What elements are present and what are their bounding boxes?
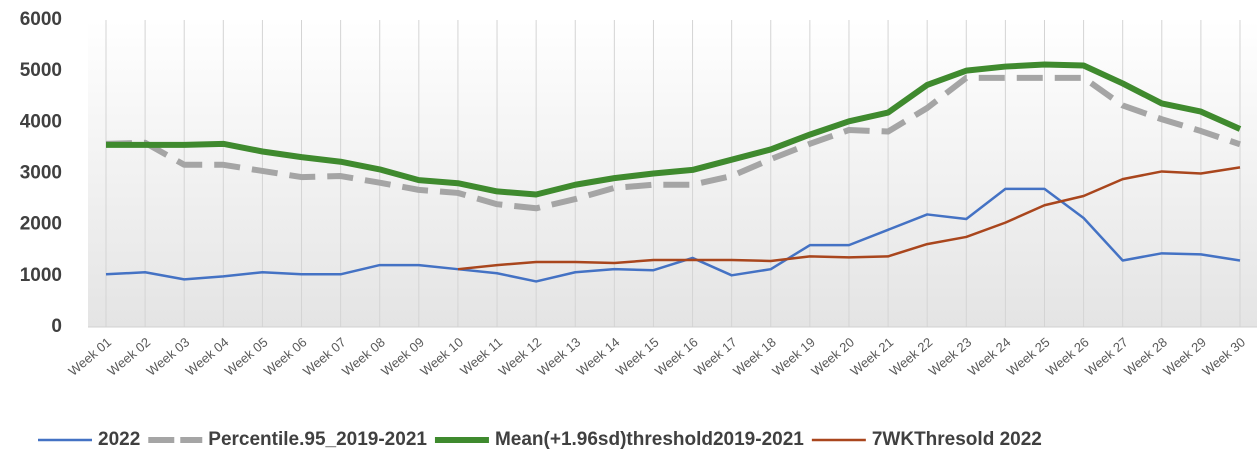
legend-label: Percentile.95_2019-2021	[208, 429, 427, 450]
series-line	[106, 61, 1242, 198]
y-tick-label: 2000	[20, 214, 62, 235]
x-tick-label: Week 16	[652, 334, 701, 378]
x-tick-label: Week 09	[378, 334, 427, 378]
x-tick-label: Week 01	[65, 334, 114, 378]
y-tick-label: 4000	[20, 111, 62, 132]
x-tick-label: Week 02	[104, 334, 153, 378]
series-line	[105, 74, 1241, 212]
x-tick-label: Week 08	[339, 334, 388, 378]
x-tick-label: Week 15	[613, 334, 662, 378]
series-line	[105, 187, 1241, 283]
x-tick-label: Week 21	[847, 334, 896, 378]
x-tick-label: Week 22	[887, 334, 936, 378]
x-tick-label: Week 29	[1160, 334, 1209, 378]
x-tick-label: Week 17	[691, 334, 740, 378]
x-tick-label: Week 20	[808, 334, 857, 378]
x-tick-label: Week 23	[926, 334, 975, 378]
y-tick-label: 6000	[20, 9, 62, 30]
x-tick-label: Week 12	[496, 334, 545, 378]
x-tick-label: Week 28	[1121, 334, 1170, 378]
series-line	[457, 166, 1241, 271]
x-tick-label: Week 03	[144, 334, 193, 378]
y-tick-label: 0	[51, 316, 62, 337]
x-tick-label: Week 14	[574, 334, 623, 378]
y-tick-label: 5000	[20, 60, 62, 81]
x-tick-label: Week 25	[1004, 334, 1053, 378]
x-tick-label: Week 05	[222, 334, 271, 378]
x-tick-label: Week 19	[769, 334, 818, 378]
legend-label: 2022	[98, 429, 140, 450]
x-tick-label: Week 13	[535, 334, 584, 378]
x-tick-label: Week 30	[1199, 334, 1248, 378]
x-tick-label: Week 07	[300, 334, 349, 378]
legend-label: 7WKThresold 2022	[872, 429, 1042, 450]
legend-label: Mean(+1.96sd)threshold2019-2021	[495, 429, 804, 450]
x-tick-label: Week 26	[1043, 334, 1092, 378]
y-tick-label: 3000	[20, 163, 62, 184]
x-tick-label: Week 10	[417, 334, 466, 378]
y-tick-label: 1000	[20, 265, 62, 286]
x-tick-label: Week 06	[261, 334, 310, 378]
x-tick-label: Week 27	[1082, 334, 1131, 378]
x-tick-label: Week 18	[730, 334, 779, 378]
x-tick-label: Week 04	[183, 334, 232, 378]
x-tick-label: Week 24	[965, 334, 1014, 378]
